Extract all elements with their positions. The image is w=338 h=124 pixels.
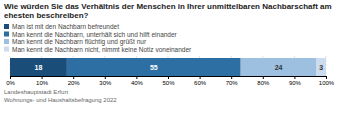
tick: 80% <box>257 76 270 86</box>
legend-label: Man kennt die Nachbarn nicht, nimmt kein… <box>12 46 192 53</box>
x-axis: 0% 10% 20% 30% 40% 50% 60% 70% 80% 90% 100% <box>6 76 335 86</box>
tick-label: 40% <box>131 80 144 86</box>
axis-line <box>11 77 327 80</box>
tick-mark <box>263 76 264 79</box>
tick-label: 90% <box>289 80 302 86</box>
tick-label: 60% <box>194 80 207 86</box>
legend-label: Man kennt die Nachbarn, unterhält sich u… <box>12 31 178 38</box>
data-label: 18 <box>35 64 43 71</box>
tick-mark <box>136 76 137 79</box>
legend-swatch <box>4 32 9 37</box>
tick: 0% <box>6 76 15 86</box>
annotations: Landeshauptstadt Erfurt Wohnungs- und Hau… <box>4 89 117 103</box>
tick: 100% <box>319 76 335 86</box>
title-line: ehesten beschreiben? <box>4 11 89 20</box>
tick-label: 100% <box>319 80 335 86</box>
data-label: 3 <box>319 64 323 71</box>
tick: 60% <box>194 76 207 86</box>
tick-label: 0% <box>6 80 15 86</box>
legend: Man ist mit den Nachbarn befreundetMan k… <box>4 23 192 53</box>
tick-label: 80% <box>257 80 270 86</box>
legend-swatch <box>4 39 9 44</box>
tick: 40% <box>131 76 144 86</box>
bar <box>10 58 67 76</box>
tick: 90% <box>289 76 302 86</box>
chart: Wie würden Sie das Verhältnis der Mensch… <box>0 0 338 124</box>
bar <box>241 58 317 76</box>
tick-label: 50% <box>162 80 175 86</box>
tick-label: 30% <box>99 80 112 86</box>
tick-label: 70% <box>226 80 239 86</box>
tick: 20% <box>68 76 81 86</box>
tick: 30% <box>99 76 112 86</box>
tick-mark <box>200 76 201 79</box>
tick: 50% <box>162 76 175 86</box>
tick-mark <box>231 76 232 79</box>
data-label: 55 <box>150 64 158 71</box>
tick-mark <box>168 76 169 79</box>
tick-label: 20% <box>68 80 81 86</box>
tick-mark <box>326 76 327 79</box>
legend-label: Man ist mit den Nachbarn befreundet <box>12 23 119 30</box>
bar <box>317 58 326 76</box>
annotation: Wohnungs- und Haushaltsbefragung 2022 <box>4 97 117 103</box>
legend-swatch <box>4 47 9 52</box>
title: Wie würden Sie das Verhältnis der Mensch… <box>4 2 334 20</box>
grid <box>10 56 326 76</box>
tick-mark <box>42 76 43 79</box>
bars <box>10 58 326 76</box>
title-line: Wie würden Sie das Verhältnis der Mensch… <box>4 2 334 11</box>
legend-swatch <box>4 24 9 29</box>
data-label: 24 <box>275 64 283 71</box>
annotation: Landeshauptstadt Erfurt <box>4 89 68 95</box>
tick-label: 10% <box>36 80 49 86</box>
tick-mark <box>294 76 295 79</box>
data-labels: 18 55 24 3 <box>35 64 324 71</box>
tick-mark <box>10 76 11 79</box>
bar <box>67 58 241 76</box>
tick-mark <box>73 76 74 79</box>
tick: 70% <box>226 76 239 86</box>
tick: 10% <box>36 76 49 86</box>
tick-mark <box>105 76 106 79</box>
